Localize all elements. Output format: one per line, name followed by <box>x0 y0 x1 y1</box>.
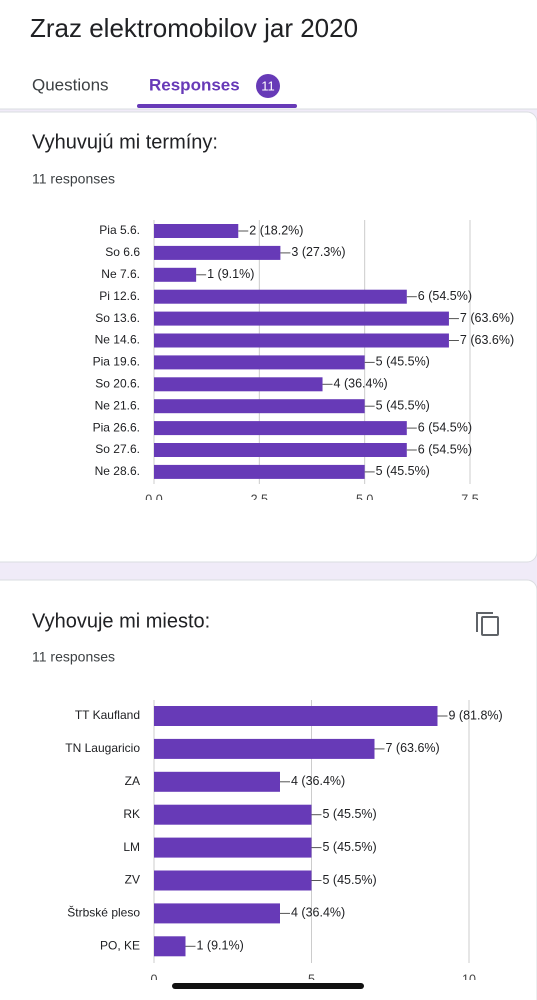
question-title: Vyhuvujú mi termíny: <box>32 131 218 153</box>
badge <box>256 74 280 98</box>
bar <box>154 738 375 759</box>
tab-questions[interactable]: Questions <box>32 75 109 94</box>
category-label: ZA <box>125 774 140 788</box>
x-tick-label: 0 <box>151 972 158 986</box>
category-label: Ne 21.6. <box>95 398 140 412</box>
value-label: 6 (54.5%) <box>418 442 472 456</box>
category-label: PO, KE <box>100 938 140 952</box>
tab-responses[interactable]: Responses <box>149 75 240 94</box>
x-tick-label: 5 <box>308 972 315 986</box>
value-label: 5 (45.5%) <box>376 398 430 412</box>
category-label: Ne 14.6. <box>95 333 140 347</box>
category-label: Pi 12.6. <box>99 289 140 303</box>
bar <box>154 903 280 924</box>
bar <box>154 771 280 792</box>
value-label: 5 (45.5%) <box>323 807 377 821</box>
category-label: Pia 26.6. <box>93 420 140 434</box>
value-label: 3 (27.3%) <box>291 245 345 259</box>
category-label: ZV <box>125 873 140 887</box>
category-label: TN Laugaricio <box>65 741 140 755</box>
bar <box>154 936 186 957</box>
bar <box>154 837 312 858</box>
category-label: Ne 28.6. <box>95 464 140 478</box>
category-label: TT Kaufland <box>75 708 140 722</box>
value-label: 5 (45.5%) <box>323 840 377 854</box>
value-label: 1 (9.1%) <box>197 939 244 953</box>
value-label: 7 (63.6%) <box>460 333 514 347</box>
bar <box>154 421 407 436</box>
copy-icon[interactable] <box>476 612 499 636</box>
question-title: Vyhovuje mi miesto: <box>32 610 210 632</box>
category-label: So 6.6 <box>105 245 140 259</box>
x-tick-label: 2.5 <box>251 492 268 506</box>
category-label: Pia 19.6. <box>93 355 140 369</box>
x-tick-label: 5.0 <box>356 492 373 506</box>
badge-count: 11 <box>261 78 275 93</box>
bar <box>154 399 365 414</box>
value-label: 5 (45.5%) <box>323 873 377 887</box>
value-label: 2 (18.2%) <box>249 223 303 237</box>
value-label: 5 (45.5%) <box>376 355 430 369</box>
form-title: Zraz elektromobilov jar 2020 <box>30 13 358 43</box>
category-label: LM <box>123 840 140 854</box>
category-label: RK <box>123 807 140 821</box>
chart: 0.0 2.5 5.0 7.5 Pia 5.6. 2 (18.2%) So 6.6 3 (27… <box>93 220 514 506</box>
bar <box>154 706 438 726</box>
home-indicator <box>172 983 364 989</box>
value-label: 4 (36.4%) <box>334 377 388 391</box>
chart: 0 5 10 TT Kaufland 9 (81.8%) TN Laugaricio 7 (… <box>65 700 503 986</box>
value-label: 4 (36.4%) <box>291 906 345 920</box>
bar <box>154 355 365 370</box>
response-count: 11 responses <box>32 171 115 187</box>
bar <box>154 377 323 392</box>
x-tick-label: 0.0 <box>145 492 162 506</box>
category-label: Ne 7.6. <box>101 267 140 281</box>
category-label: Pia 5.6. <box>99 223 140 237</box>
bar <box>154 289 407 304</box>
tab-indicator <box>137 104 297 108</box>
response-count: 11 responses <box>32 649 115 665</box>
value-label: 7 (63.6%) <box>386 741 440 755</box>
x-tick-label: 7.5 <box>461 492 478 506</box>
bar <box>154 333 449 348</box>
bar <box>154 464 365 479</box>
x-tick-label: 10 <box>462 972 476 986</box>
bar <box>154 224 239 238</box>
bar <box>154 804 312 825</box>
category-label: So 20.6. <box>95 376 140 390</box>
bar <box>154 870 312 891</box>
category-label: Štrbské pleso <box>67 905 140 920</box>
value-label: 4 (36.4%) <box>291 774 345 788</box>
bar <box>154 245 281 260</box>
category-label: So 27.6. <box>95 442 140 456</box>
bar <box>154 311 449 326</box>
value-label: 5 (45.5%) <box>376 464 430 478</box>
value-label: 1 (9.1%) <box>207 267 254 281</box>
value-label: 6 (54.5%) <box>418 289 472 303</box>
value-label: 6 (54.5%) <box>418 420 472 434</box>
category-label: So 13.6. <box>95 311 140 325</box>
value-label: 7 (63.6%) <box>460 311 514 325</box>
value-label: 9 (81.8%) <box>449 708 503 722</box>
bar <box>154 267 197 282</box>
bar <box>154 443 407 457</box>
